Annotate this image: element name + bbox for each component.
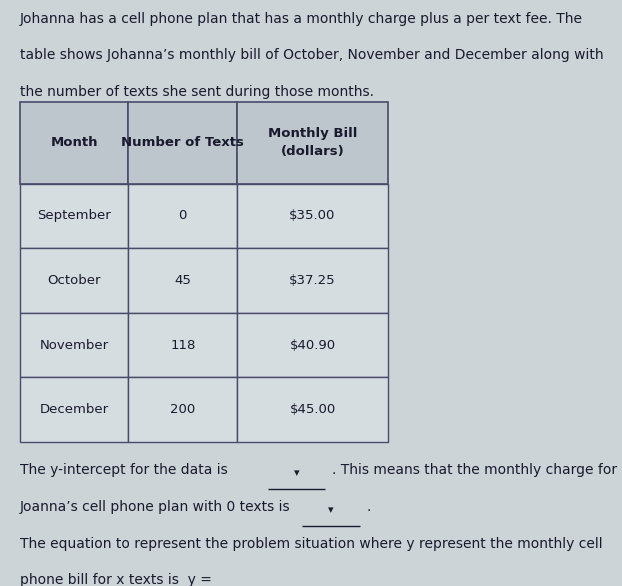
FancyBboxPatch shape [129, 377, 237, 442]
FancyBboxPatch shape [237, 248, 388, 313]
Text: $35.00: $35.00 [289, 209, 336, 222]
Text: September: September [37, 209, 111, 222]
Text: phone bill for x texts is  y =: phone bill for x texts is y = [20, 573, 211, 586]
Text: December: December [40, 403, 109, 416]
Text: table shows Johanna’s monthly bill of October, November and December along with: table shows Johanna’s monthly bill of Oc… [20, 48, 603, 62]
FancyBboxPatch shape [20, 377, 129, 442]
Text: November: November [40, 339, 109, 352]
Text: Number of Texts: Number of Texts [121, 137, 244, 149]
FancyBboxPatch shape [129, 313, 237, 377]
Text: Johanna has a cell phone plan that has a monthly charge plus a per text fee. The: Johanna has a cell phone plan that has a… [20, 12, 583, 26]
FancyBboxPatch shape [129, 248, 237, 313]
Text: 118: 118 [170, 339, 195, 352]
FancyBboxPatch shape [20, 102, 129, 183]
Text: Joanna’s cell phone plan with 0 texts is: Joanna’s cell phone plan with 0 texts is [20, 500, 290, 514]
Text: . This means that the monthly charge for: . This means that the monthly charge for [332, 463, 617, 477]
Text: Monthly Bill
(dollars): Monthly Bill (dollars) [268, 127, 357, 158]
Text: the number of texts she sent during those months.: the number of texts she sent during thos… [20, 85, 374, 99]
Text: $37.25: $37.25 [289, 274, 336, 287]
Text: 200: 200 [170, 403, 195, 416]
Text: ▾: ▾ [294, 468, 299, 478]
FancyBboxPatch shape [129, 102, 237, 183]
Text: .: . [366, 500, 371, 514]
FancyBboxPatch shape [20, 313, 129, 377]
FancyBboxPatch shape [237, 377, 388, 442]
FancyBboxPatch shape [237, 313, 388, 377]
Text: $45.00: $45.00 [289, 403, 336, 416]
Text: October: October [47, 274, 101, 287]
FancyBboxPatch shape [20, 183, 129, 248]
FancyBboxPatch shape [20, 248, 129, 313]
Text: Month: Month [50, 137, 98, 149]
Text: 0: 0 [179, 209, 187, 222]
Text: $40.90: $40.90 [289, 339, 336, 352]
FancyBboxPatch shape [129, 183, 237, 248]
Text: The equation to represent the problem situation where y represent the monthly ce: The equation to represent the problem si… [20, 537, 603, 551]
Text: 45: 45 [174, 274, 191, 287]
Text: ▾: ▾ [328, 505, 334, 515]
FancyBboxPatch shape [237, 102, 388, 183]
Text: The y-intercept for the data is: The y-intercept for the data is [20, 463, 228, 477]
FancyBboxPatch shape [237, 183, 388, 248]
